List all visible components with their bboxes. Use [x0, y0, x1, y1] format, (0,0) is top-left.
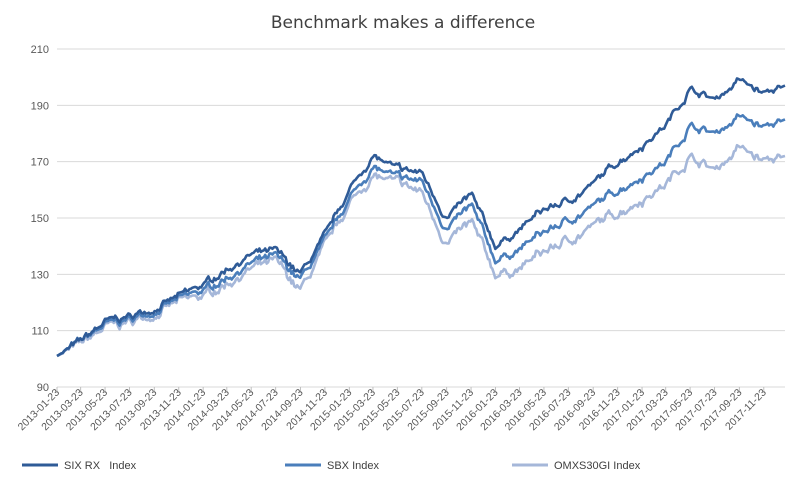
y-tick-label: 130 [31, 269, 49, 281]
series-line [56, 77, 786, 358]
gridlines [57, 48, 785, 388]
chart-title: Benchmark makes a difference [271, 13, 535, 33]
legend: SIX RX Index SBX Index OMXS30GI Index [22, 460, 641, 472]
y-tick-label: 90 [37, 382, 49, 394]
series-line [56, 143, 786, 358]
legend-label: SIX RX Index [64, 460, 137, 472]
legend-label: SBX Index [327, 460, 379, 472]
x-axis: 2013-01-232013-03-232013-05-232013-07-23… [16, 387, 769, 434]
y-tick-label: 110 [31, 326, 49, 338]
y-tick-label: 170 [31, 157, 49, 169]
y-tick-label: 150 [31, 213, 49, 225]
y-axis-ticks: 90 110 130 150 170 190 210 [31, 44, 49, 394]
legend-label: OMXS30GI Index [554, 460, 641, 472]
y-tick-label: 190 [31, 100, 49, 112]
series-lines [56, 77, 786, 358]
series-line [56, 113, 786, 358]
y-tick-label: 210 [31, 44, 49, 56]
